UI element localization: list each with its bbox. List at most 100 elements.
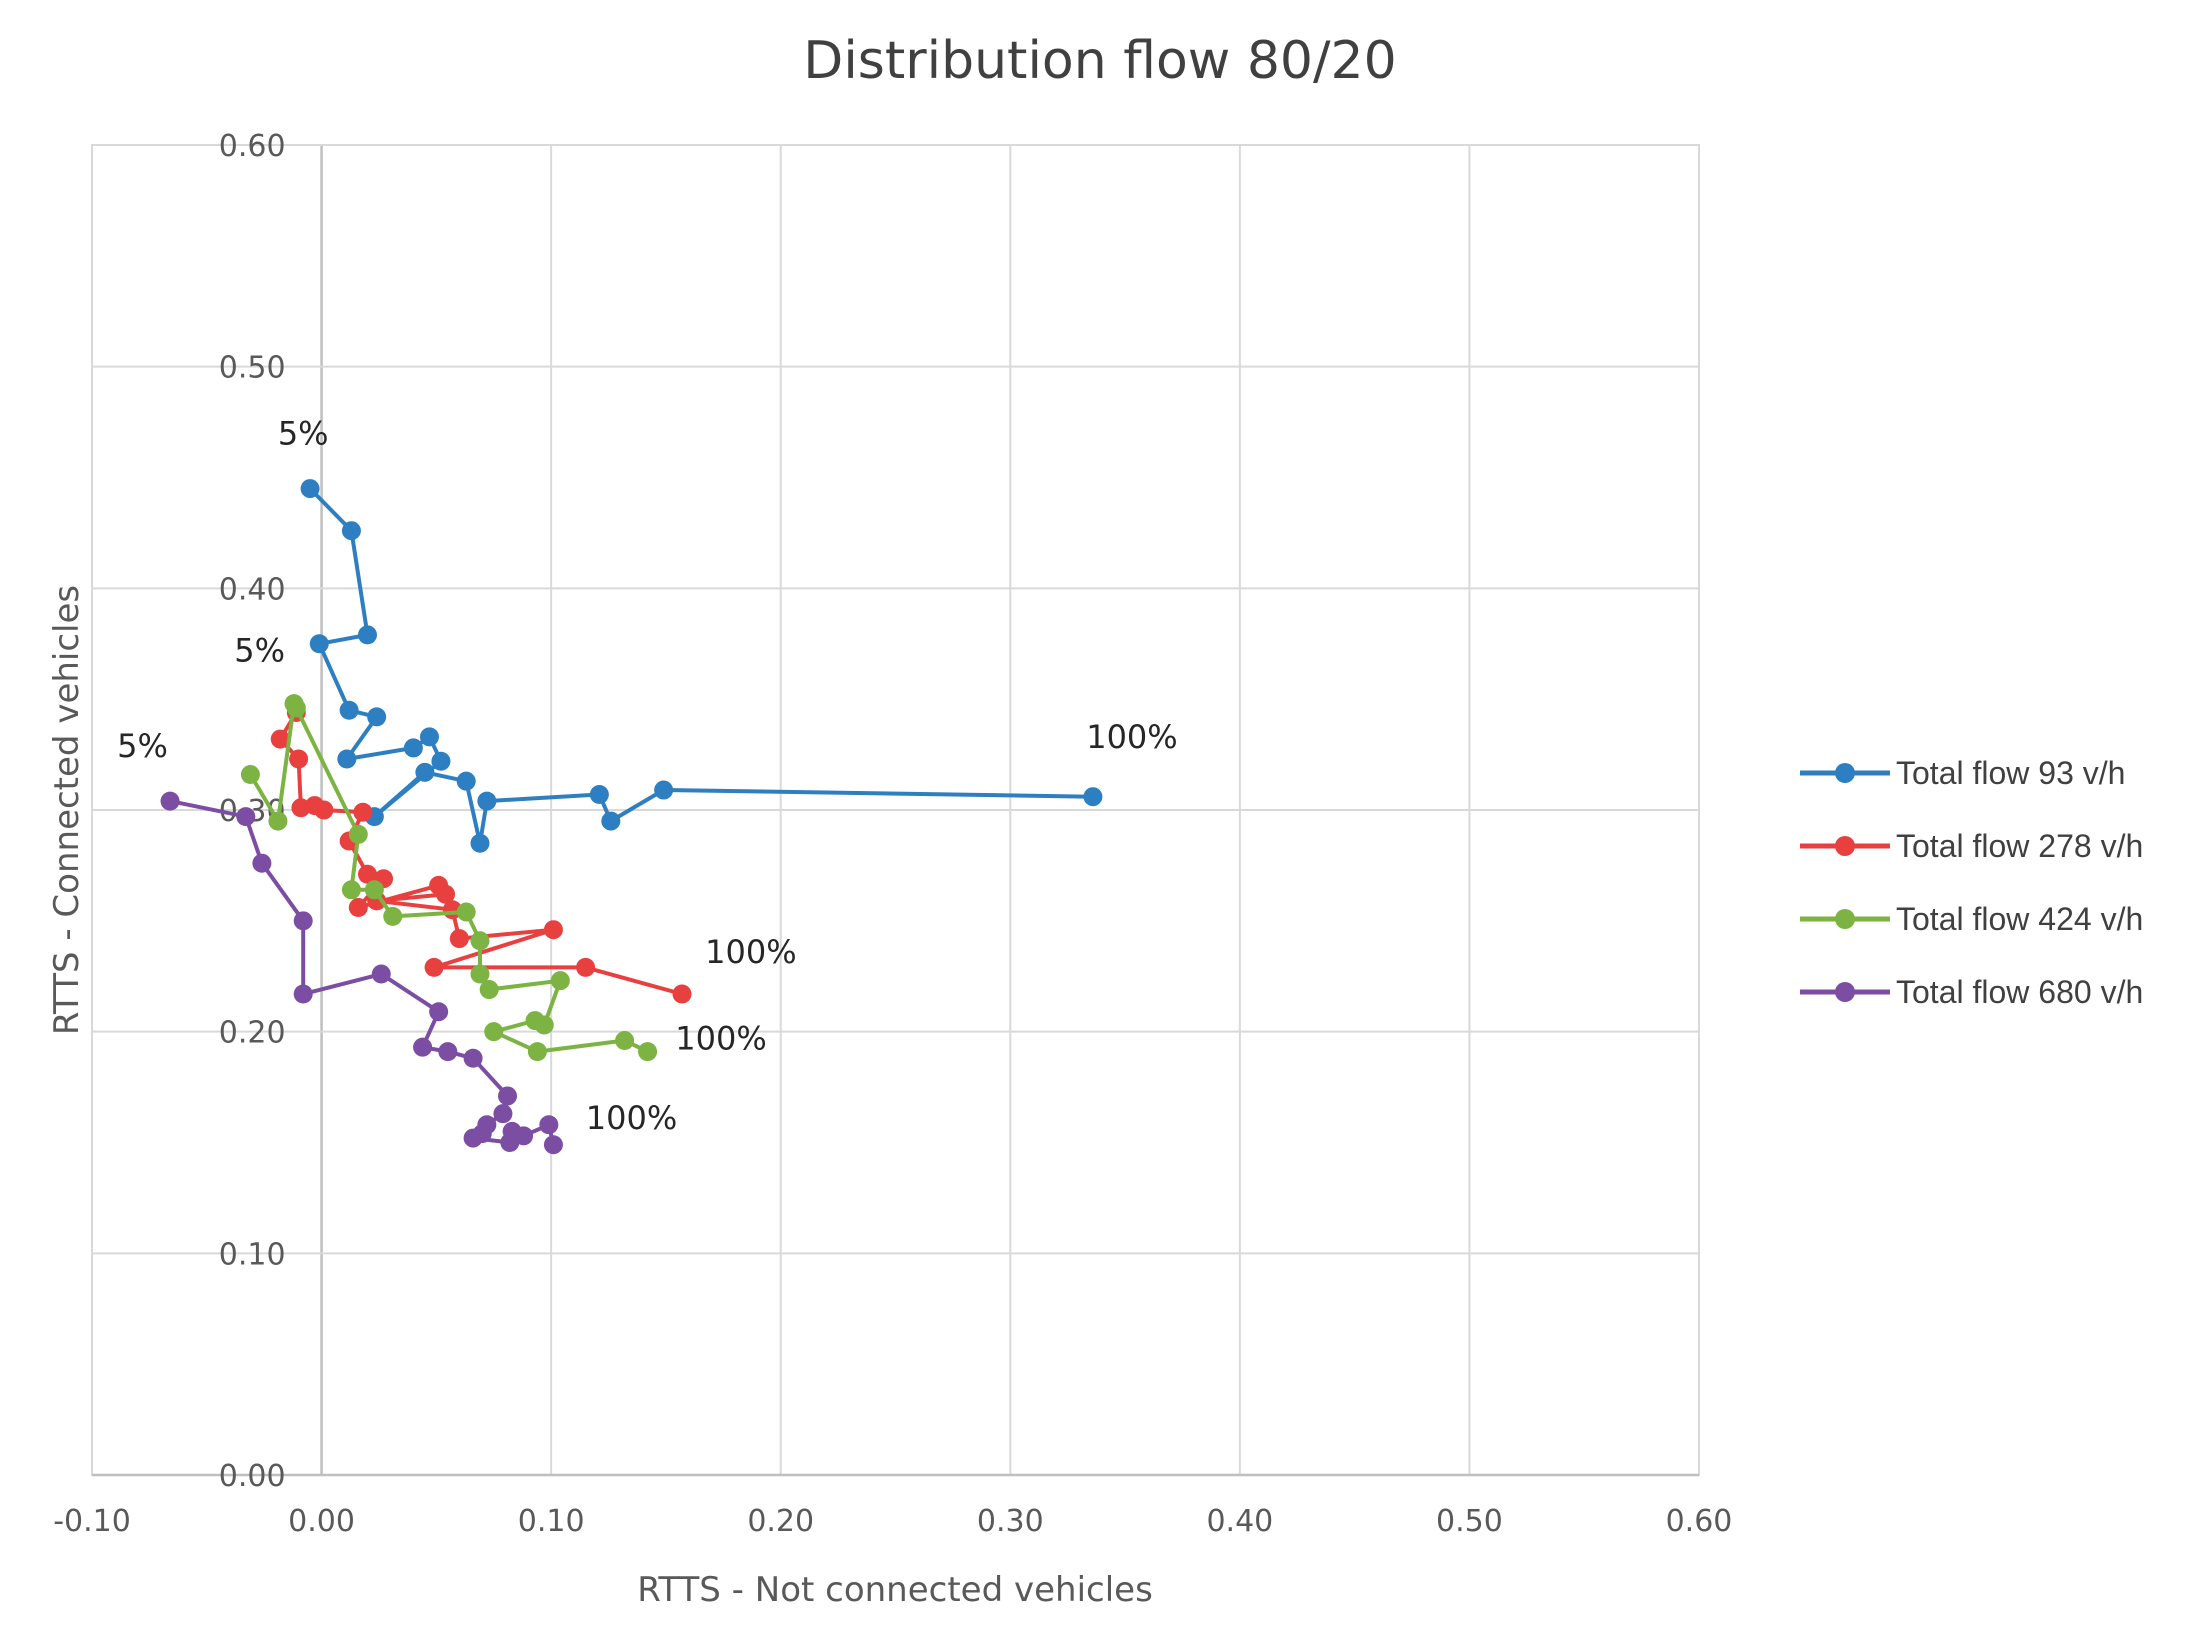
- data-point: [424, 957, 444, 977]
- data-point: [293, 911, 313, 931]
- data-point: [314, 800, 334, 820]
- data-point: [160, 791, 180, 811]
- data-point: [470, 833, 490, 853]
- data-point: [470, 964, 490, 984]
- data-point: [415, 762, 435, 782]
- data-point: [348, 898, 368, 918]
- y-tick-label: 0.20: [219, 1016, 286, 1051]
- data-point: [576, 957, 596, 977]
- data-point: [479, 980, 499, 1000]
- data-series: [160, 479, 1103, 1155]
- y-tick-label: 0.50: [219, 351, 286, 386]
- legend: Total flow 93 v/h Total flow 278 v/h Total…: [1800, 755, 2143, 1010]
- y-tick-label: 0.00: [219, 1459, 286, 1494]
- point-annotation: 5%: [117, 727, 168, 765]
- data-point: [525, 1011, 545, 1031]
- data-point: [300, 479, 320, 499]
- point-annotation: 5%: [278, 414, 329, 452]
- data-point: [431, 751, 451, 771]
- data-point: [477, 791, 497, 811]
- series-4: [160, 791, 563, 1155]
- y-tick-label: 0.40: [219, 572, 286, 607]
- point-annotation: 5%: [234, 631, 285, 669]
- data-point: [348, 824, 368, 844]
- data-point: [615, 1031, 635, 1051]
- data-point: [353, 802, 373, 822]
- x-tick-label: 0.00: [288, 1504, 355, 1539]
- data-point: [236, 807, 256, 827]
- data-point: [289, 749, 309, 769]
- data-point: [371, 964, 391, 984]
- data-point: [383, 906, 403, 926]
- legend-label: Total flow 93 v/h: [1896, 755, 2125, 791]
- data-point: [470, 931, 490, 951]
- data-point: [527, 1042, 547, 1062]
- series-1: [300, 479, 1103, 853]
- data-point: [601, 811, 621, 831]
- series-line: [169, 799, 556, 1146]
- data-point: [638, 1042, 658, 1062]
- data-point: [419, 727, 439, 747]
- data-point: [550, 971, 570, 991]
- x-axis-label: RTTS - Not connected vehicles: [637, 1570, 1153, 1610]
- data-point: [1083, 787, 1103, 807]
- data-point: [672, 984, 692, 1004]
- data-point: [341, 521, 361, 541]
- x-tick-label: 0.50: [1436, 1504, 1503, 1539]
- annotations: 5% 5% 5% 100% 100% 100% 100%: [117, 414, 1178, 1137]
- data-point: [286, 698, 306, 718]
- legend-swatch-marker: [1835, 763, 1855, 783]
- data-point: [438, 1042, 458, 1062]
- data-point: [456, 902, 476, 922]
- chart-title: Distribution flow 80/20: [803, 31, 1396, 91]
- data-point: [589, 784, 609, 804]
- data-point: [240, 765, 260, 785]
- data-point: [539, 1115, 559, 1135]
- y-tick-label: 0.60: [219, 129, 286, 164]
- data-point: [357, 864, 377, 884]
- legend-item: Total flow 680 v/h: [1800, 974, 2143, 1010]
- data-point: [341, 880, 361, 900]
- x-tick-label: 0.30: [977, 1504, 1044, 1539]
- data-point: [293, 984, 313, 1004]
- data-point: [463, 1128, 483, 1148]
- data-point: [463, 1048, 483, 1068]
- legend-swatch-marker: [1835, 836, 1855, 856]
- data-point: [337, 749, 357, 769]
- x-tick-label: 0.10: [518, 1504, 585, 1539]
- tick-labels: -0.10 0.00 0.10 0.20 0.30 0.40 0.50 0.60 0.00 0.1…: [53, 129, 1732, 1539]
- data-point: [449, 929, 469, 949]
- data-point: [543, 1135, 563, 1155]
- data-point: [270, 729, 290, 749]
- data-point: [456, 771, 476, 791]
- data-point: [493, 1104, 513, 1124]
- data-point: [436, 884, 456, 904]
- legend-swatch-marker: [1835, 982, 1855, 1002]
- data-point: [367, 707, 387, 727]
- legend-label: Total flow 424 v/h: [1896, 901, 2143, 937]
- data-point: [543, 920, 563, 940]
- data-point: [654, 780, 674, 800]
- point-annotation: 100%: [675, 1019, 766, 1057]
- data-point: [403, 738, 423, 758]
- legend-label: Total flow 680 v/h: [1896, 974, 2143, 1010]
- series-line: [308, 487, 1093, 846]
- data-point: [413, 1037, 433, 1057]
- x-tick-label: 0.20: [747, 1504, 814, 1539]
- data-point: [514, 1126, 534, 1146]
- data-point: [364, 880, 384, 900]
- data-point: [429, 1002, 449, 1022]
- point-annotation: 100%: [1086, 718, 1177, 756]
- data-point: [339, 700, 359, 720]
- x-tick-label: 0.40: [1206, 1504, 1273, 1539]
- legend-item: Total flow 278 v/h: [1800, 828, 2143, 864]
- legend-item: Total flow 93 v/h: [1800, 755, 2125, 791]
- legend-label: Total flow 278 v/h: [1896, 828, 2143, 864]
- data-point: [309, 634, 329, 654]
- series-3: [240, 694, 658, 1062]
- data-point: [498, 1086, 518, 1106]
- x-tick-label: 0.60: [1666, 1504, 1733, 1539]
- y-axis-label: RTTS - Connected vehicles: [47, 585, 87, 1035]
